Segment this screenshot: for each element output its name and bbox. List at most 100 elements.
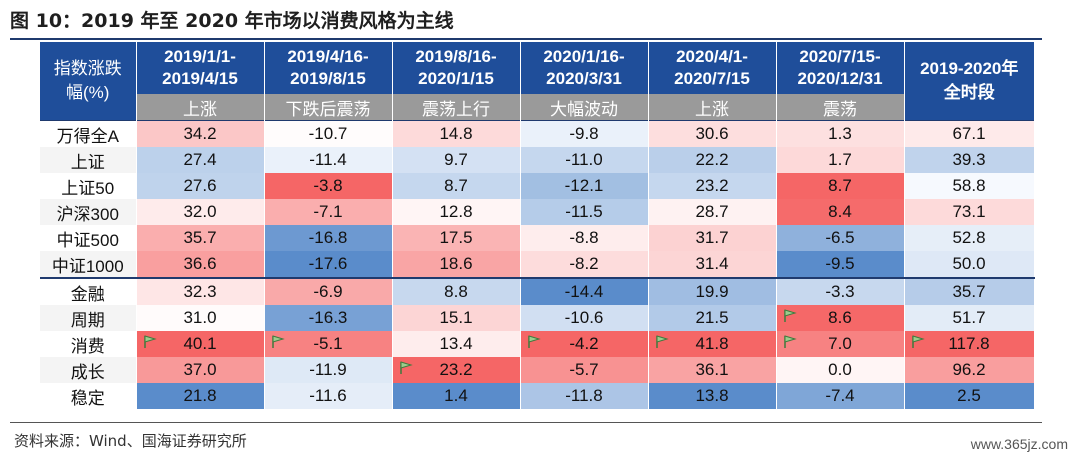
value-cell: 8.7 <box>392 173 521 199</box>
table-row: 周期 31.0 -16.3 15.1 -10.6 21.5 8.6 51.7 <box>40 305 1035 331</box>
value-cell: -5.1 <box>264 331 393 357</box>
value-cell: 41.8 <box>648 331 777 357</box>
value-text: 35.7 <box>952 282 986 301</box>
value-text: -11.9 <box>309 360 347 379</box>
value-cell: 23.2 <box>392 357 521 383</box>
corner-label-line1: 指数涨跌 <box>53 59 122 78</box>
value-cell: -3.8 <box>264 173 393 199</box>
value-text: -8.8 <box>569 228 599 247</box>
value-cell: 12.8 <box>392 199 521 225</box>
value-cell: 73.1 <box>904 199 1035 225</box>
period-range-start: 2019/1/1- <box>164 47 236 66</box>
value-cell: 0.0 <box>776 357 905 383</box>
value-cell: -12.1 <box>520 173 649 199</box>
value-text: 31.0 <box>183 308 217 327</box>
period-range-end: 2020/1/15 <box>418 69 494 88</box>
value-text: -11.5 <box>565 202 603 221</box>
flag-icon <box>655 335 669 348</box>
period-header-5: 2020/4/1- 2020/7/15 <box>648 42 777 94</box>
value-cell: 40.1 <box>136 331 265 357</box>
row-label: 成长 <box>40 357 137 383</box>
value-text: -11.8 <box>565 386 603 405</box>
value-cell: 28.7 <box>648 199 777 225</box>
value-cell: 27.4 <box>136 147 265 173</box>
value-text: 1.7 <box>828 150 852 169</box>
phase-label: 下跌后震荡 <box>264 94 393 121</box>
value-cell: -10.6 <box>520 305 649 331</box>
value-cell: 21.5 <box>648 305 777 331</box>
value-text: 0.0 <box>828 360 852 379</box>
value-text: -16.3 <box>308 308 348 327</box>
table-row: 上证 27.4 -11.4 9.7 -11.0 22.2 1.7 39.3 <box>40 147 1035 173</box>
full-period-label: 全时段 <box>943 83 995 102</box>
value-cell: 8.7 <box>776 173 905 199</box>
value-cell: 1.7 <box>776 147 905 173</box>
value-cell: -17.6 <box>264 251 393 278</box>
table-row: 中证500 35.7 -16.8 17.5 -8.8 31.7 -6.5 52.8 <box>40 225 1035 251</box>
row-label: 周期 <box>40 305 137 331</box>
value-text: 37.0 <box>183 360 217 379</box>
value-cell: 31.0 <box>136 305 265 331</box>
value-cell: 2.5 <box>904 383 1035 409</box>
value-text: -4.2 <box>569 334 599 353</box>
value-text: -10.6 <box>564 308 604 327</box>
period-range-end: 2019/4/15 <box>162 69 238 88</box>
value-cell: 51.7 <box>904 305 1035 331</box>
value-text: -9.8 <box>569 124 599 143</box>
corner-header: 指数涨跌 幅(%) <box>40 42 137 121</box>
value-text: 117.8 <box>948 334 990 353</box>
value-cell: -8.2 <box>520 251 649 278</box>
value-cell: -7.4 <box>776 383 905 409</box>
value-text: -14.4 <box>564 282 604 301</box>
period-range-end: 2020/7/15 <box>674 69 750 88</box>
value-cell: 13.4 <box>392 331 521 357</box>
value-cell: 21.8 <box>136 383 265 409</box>
table-body: 万得全A 34.2 -10.7 14.8 -9.8 30.6 1.3 67.1 上证 27.4 -1… <box>40 120 1035 409</box>
figure-title: 图 10：2019 年至 2020 年市场以消费风格为主线 <box>10 10 454 32</box>
value-text: 32.3 <box>183 282 217 301</box>
value-text: 27.6 <box>183 176 217 195</box>
value-cell: -11.6 <box>264 383 393 409</box>
value-text: -3.8 <box>313 176 343 195</box>
value-text: -5.7 <box>569 360 599 379</box>
row-label: 金融 <box>40 277 137 305</box>
value-cell: 35.7 <box>136 225 265 251</box>
value-text: 8.4 <box>828 202 852 221</box>
row-label: 中证1000 <box>40 251 137 278</box>
row-label: 稳定 <box>40 383 137 409</box>
phase-label: 上涨 <box>136 94 265 121</box>
value-text: 31.7 <box>695 228 729 247</box>
value-text: 36.1 <box>695 360 729 379</box>
value-cell: -8.8 <box>520 225 649 251</box>
value-text: 67.1 <box>952 124 986 143</box>
value-cell: 8.4 <box>776 199 905 225</box>
value-text: 23.2 <box>439 360 473 379</box>
value-cell: 22.2 <box>648 147 777 173</box>
value-cell: -7.1 <box>264 199 393 225</box>
value-text: -8.2 <box>569 254 599 273</box>
value-cell: 31.4 <box>648 251 777 278</box>
value-cell: -9.5 <box>776 251 905 278</box>
footer-rule <box>10 422 1042 423</box>
value-text: 1.3 <box>828 124 852 143</box>
value-cell: 39.3 <box>904 147 1035 173</box>
value-text: 19.9 <box>695 282 729 301</box>
period-range-start: 2020/7/15- <box>799 47 881 66</box>
value-text: 22.2 <box>695 150 729 169</box>
value-text: -10.7 <box>308 124 348 143</box>
value-cell: -6.9 <box>264 277 393 305</box>
period-range-start: 2019/4/16- <box>287 47 369 66</box>
value-cell: -11.4 <box>264 147 393 173</box>
value-text: 9.7 <box>444 150 468 169</box>
value-cell: 36.1 <box>648 357 777 383</box>
value-text: 13.4 <box>439 334 473 353</box>
value-text: 36.6 <box>183 254 217 273</box>
value-text: 34.2 <box>183 124 217 143</box>
value-text: 8.8 <box>444 282 468 301</box>
period-range-start: 2020/4/1- <box>676 47 748 66</box>
value-text: 32.0 <box>183 202 217 221</box>
value-text: -7.4 <box>825 386 855 405</box>
period-range-end: 2020/12/31 <box>797 69 883 88</box>
flag-icon <box>911 335 925 348</box>
value-text: 35.7 <box>183 228 217 247</box>
